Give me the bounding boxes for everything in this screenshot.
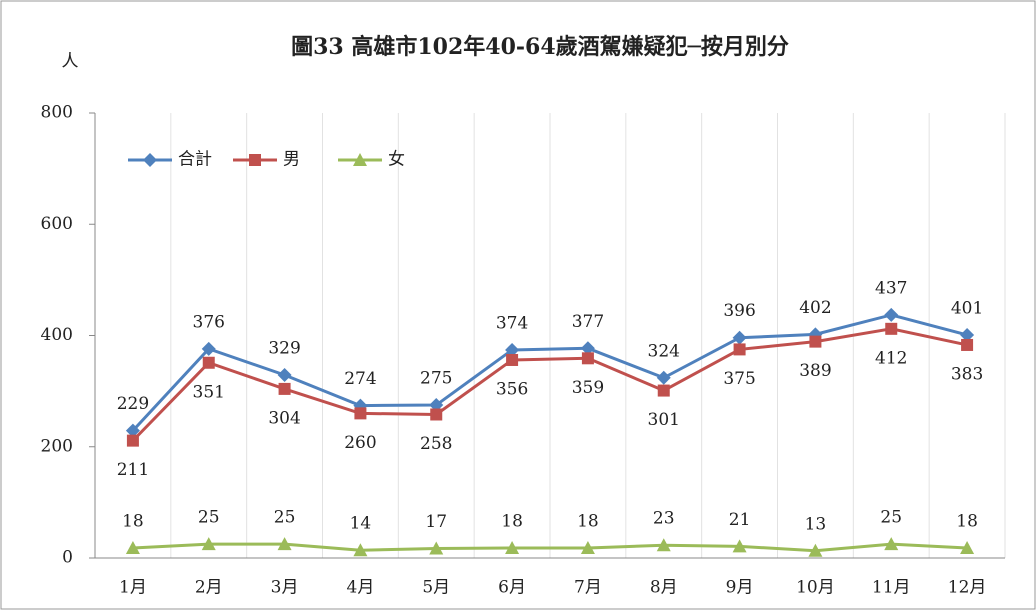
- x-tick-label: 9月: [726, 578, 754, 598]
- data-label: 260: [344, 433, 376, 453]
- x-tick-label: 10月: [796, 578, 835, 598]
- data-label: 377: [572, 312, 604, 332]
- line: [132, 542, 968, 553]
- data-label: 25: [880, 508, 902, 528]
- chart-title: 圖33 高雄市102年40-64歲酒駕嫌疑犯─按月別分: [291, 34, 789, 60]
- data-label: 356: [496, 379, 528, 399]
- data-label: 274: [344, 369, 376, 389]
- legend-label: 男: [283, 150, 300, 170]
- marker: [884, 537, 899, 551]
- x-tick-label: 7月: [574, 578, 602, 598]
- data-label: 25: [198, 508, 220, 528]
- x-tick-label: 4月: [347, 578, 375, 598]
- data-label: 412: [875, 348, 907, 368]
- x-tick-label: 2月: [195, 578, 223, 598]
- marker: [277, 537, 292, 551]
- marker: [581, 352, 594, 365]
- data-label: 13: [805, 514, 827, 534]
- data-label: 211: [117, 460, 149, 480]
- marker: [125, 540, 140, 554]
- x-tick-label: 3月: [271, 578, 299, 598]
- x-tick-label: 1月: [119, 578, 147, 598]
- data-label: 401: [951, 298, 983, 318]
- marker: [353, 543, 368, 557]
- marker: [580, 540, 595, 554]
- marker: [126, 434, 139, 447]
- marker: [505, 540, 520, 554]
- y-axis-label: 人: [62, 52, 79, 72]
- marker: [125, 423, 140, 438]
- data-label: 17: [425, 512, 447, 532]
- marker: [884, 307, 899, 322]
- marker: [354, 407, 367, 420]
- marker: [580, 341, 595, 356]
- marker: [506, 353, 519, 366]
- legend-label: 合計: [178, 150, 212, 170]
- data-label: 351: [193, 382, 225, 402]
- data-label: 437: [875, 278, 907, 298]
- y-tick-label: 600: [41, 214, 73, 234]
- data-label: 383: [951, 364, 983, 384]
- legend-label: 女: [388, 150, 405, 170]
- data-label: 374: [496, 313, 528, 333]
- data-label: 229: [117, 394, 149, 414]
- line: [131, 313, 968, 432]
- marker: [961, 338, 974, 351]
- marker: [353, 153, 367, 166]
- data-label: 258: [420, 434, 452, 454]
- y-tick-label: 400: [41, 325, 73, 345]
- data-label: 376: [193, 312, 225, 332]
- marker: [249, 154, 261, 166]
- y-tick-label: 200: [41, 436, 73, 456]
- data-label: 23: [653, 509, 675, 529]
- data-label: 18: [122, 511, 144, 531]
- data-label: 18: [577, 511, 599, 531]
- data-label: 14: [350, 514, 372, 534]
- x-tick-label: 6月: [498, 578, 526, 598]
- line: [131, 327, 968, 442]
- data-label: 359: [572, 378, 604, 398]
- data-label: 18: [501, 511, 523, 531]
- marker: [201, 341, 216, 356]
- data-label: 396: [723, 301, 755, 321]
- marker: [732, 539, 747, 553]
- marker: [809, 335, 822, 348]
- data-label: 375: [723, 369, 755, 389]
- data-label: 402: [799, 298, 831, 318]
- data-label: 275: [420, 369, 452, 389]
- marker: [656, 370, 671, 385]
- marker: [657, 384, 670, 397]
- x-tick-label: 12月: [948, 578, 987, 598]
- marker: [960, 327, 975, 342]
- data-label: 304: [268, 408, 300, 428]
- data-label: 301: [648, 410, 680, 430]
- marker: [430, 408, 443, 421]
- x-tick-label: 11月: [872, 578, 911, 598]
- marker: [733, 343, 746, 356]
- marker: [732, 330, 747, 345]
- marker: [429, 541, 444, 555]
- marker: [505, 342, 520, 357]
- marker: [960, 540, 975, 554]
- data-label: 329: [268, 338, 300, 358]
- marker: [143, 153, 157, 167]
- data-label: 389: [799, 361, 831, 381]
- y-tick-label: 800: [41, 103, 73, 123]
- data-label: 18: [956, 511, 978, 531]
- x-tick-label: 5月: [422, 578, 450, 598]
- marker: [656, 538, 671, 552]
- marker: [808, 543, 823, 557]
- x-tick-label: 8月: [650, 578, 678, 598]
- marker: [201, 537, 216, 551]
- marker: [202, 356, 215, 369]
- marker: [278, 382, 291, 395]
- y-tick-label: 0: [62, 548, 73, 568]
- marker: [277, 367, 292, 382]
- marker: [885, 322, 898, 335]
- data-label: 21: [729, 510, 751, 530]
- data-label: 25: [274, 508, 296, 528]
- data-label: 324: [648, 341, 680, 361]
